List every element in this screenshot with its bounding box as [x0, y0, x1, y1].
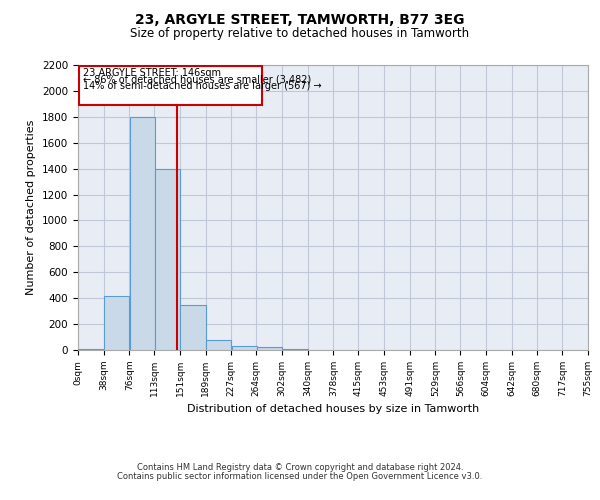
Bar [257, 348, 282, 350]
Bar [78, 348, 104, 350]
Bar [130, 117, 155, 350]
Text: ← 86% of detached houses are smaller (3,482): ← 86% of detached houses are smaller (3,… [83, 74, 311, 85]
Text: 23 ARGYLE STREET: 146sqm: 23 ARGYLE STREET: 146sqm [83, 68, 221, 78]
Text: Size of property relative to detached houses in Tamworth: Size of property relative to detached ho… [130, 28, 470, 40]
Bar [282, 348, 308, 350]
Text: Contains public sector information licensed under the Open Government Licence v3: Contains public sector information licen… [118, 472, 482, 481]
Text: 14% of semi-detached houses are larger (567) →: 14% of semi-detached houses are larger (… [83, 80, 322, 90]
Text: Contains HM Land Registry data © Crown copyright and database right 2024.: Contains HM Land Registry data © Crown c… [137, 464, 463, 472]
Bar [104, 296, 129, 350]
Text: 23, ARGYLE STREET, TAMWORTH, B77 3EG: 23, ARGYLE STREET, TAMWORTH, B77 3EG [135, 12, 465, 26]
Bar [206, 340, 231, 350]
Y-axis label: Number of detached properties: Number of detached properties [26, 120, 37, 295]
Bar [155, 168, 180, 350]
Bar [180, 304, 205, 350]
FancyBboxPatch shape [79, 66, 262, 104]
X-axis label: Distribution of detached houses by size in Tamworth: Distribution of detached houses by size … [187, 404, 479, 414]
Bar [232, 346, 257, 350]
